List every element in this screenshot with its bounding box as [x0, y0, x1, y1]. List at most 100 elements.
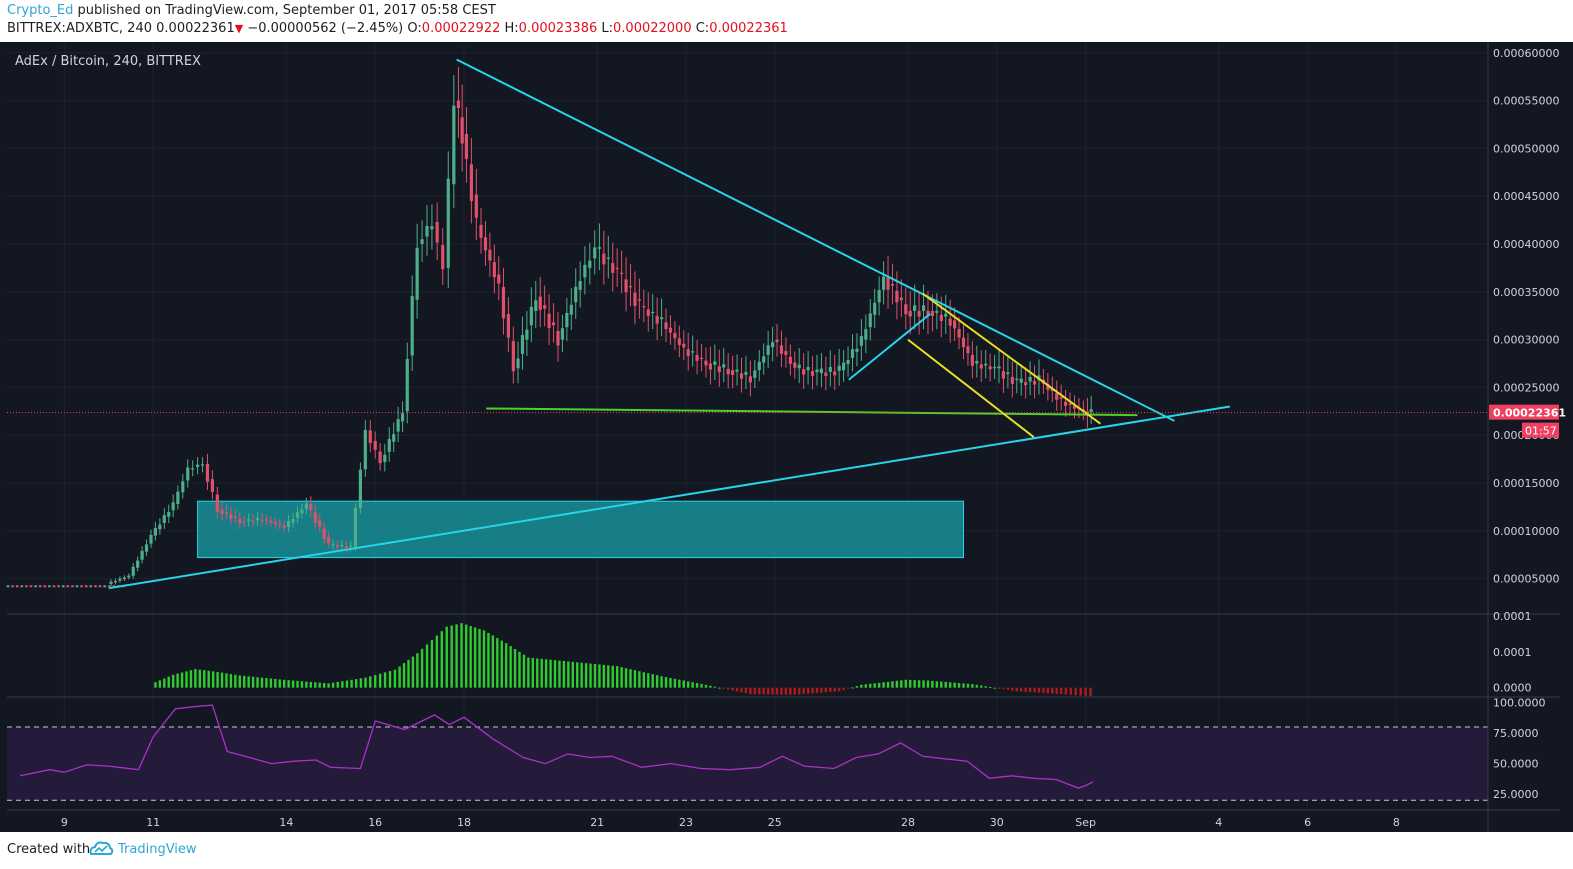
histogram-bar [638, 671, 641, 688]
candle [1024, 382, 1028, 386]
histogram-bar [855, 686, 859, 688]
candle [43, 585, 47, 588]
candle [520, 335, 525, 354]
chart-canvas[interactable]: 0.00060000 0.00055000 0.00050000 0.00045000… [0, 42, 1573, 832]
histogram-bar [829, 687, 832, 692]
histogram-bar [771, 687, 774, 695]
histogram-bar [1055, 687, 1058, 694]
histogram-bar [220, 672, 224, 688]
close-label: C: [695, 21, 710, 36]
price-tick-label: 0.00045000 [1493, 190, 1559, 203]
candle [167, 511, 171, 517]
histogram-bar [802, 687, 805, 695]
candle [278, 523, 282, 526]
histogram-bar [465, 624, 468, 688]
candle [1015, 378, 1019, 380]
histogram-bar [935, 681, 939, 688]
histogram-bar [383, 672, 387, 688]
histogram-bar [1064, 687, 1068, 695]
histogram-bar [265, 678, 268, 688]
histogram-bar [833, 687, 836, 692]
histogram-bar [194, 669, 197, 688]
histogram-bar [695, 683, 699, 688]
histogram-bar [895, 680, 899, 688]
candle [66, 585, 70, 588]
candle [127, 575, 131, 578]
histogram-bar [282, 679, 286, 688]
candle [757, 361, 761, 371]
histogram-bar [922, 680, 925, 688]
candle [988, 366, 992, 370]
histogram-bar [531, 658, 535, 688]
histogram-bar [369, 676, 372, 688]
rsi-tick-label: 50.0000 [1493, 758, 1539, 771]
candle [94, 585, 97, 588]
histogram-bar [359, 678, 363, 688]
candle [6, 585, 10, 588]
histogram-bar [869, 683, 872, 688]
rsi-tick-label: 25.0000 [1493, 788, 1539, 801]
candle [1046, 384, 1050, 390]
candle [233, 516, 237, 518]
candle [691, 351, 695, 353]
candle [1068, 403, 1072, 405]
histogram-bar [567, 661, 570, 688]
histogram-bar [296, 680, 299, 688]
candle [633, 292, 637, 306]
histogram-bar [860, 684, 863, 688]
candle [387, 438, 391, 452]
candle [446, 178, 450, 268]
candle [850, 349, 855, 358]
candle [313, 512, 317, 523]
candle [1010, 376, 1014, 384]
histogram-bar [504, 643, 508, 688]
histogram-bar [784, 687, 788, 695]
trendline [486, 407, 1138, 417]
rsi-tick-label: 100.0000 [1493, 697, 1546, 710]
histogram-bar [1015, 687, 1018, 692]
candle [735, 369, 739, 372]
candle [953, 320, 957, 329]
candle [215, 494, 219, 513]
candle [1059, 397, 1063, 399]
histogram-bar [455, 624, 458, 688]
histogram-bar [940, 681, 943, 688]
price-tick-label: 0.00005000 [1493, 573, 1559, 586]
candle [593, 247, 597, 259]
histogram-bar [327, 683, 330, 688]
candle [637, 299, 641, 301]
countdown-label: 01:57 [1525, 425, 1557, 438]
histogram-bar [473, 627, 477, 688]
candle [340, 545, 344, 547]
candle [864, 329, 868, 340]
candle [597, 247, 602, 249]
histogram-bar [762, 687, 765, 695]
histogram-bar [1059, 687, 1063, 695]
tradingview-link[interactable]: TradingView [118, 842, 197, 857]
candle [52, 585, 56, 588]
candle [171, 502, 175, 511]
candle [200, 464, 205, 466]
candle [815, 369, 819, 373]
open-label: O: [407, 21, 422, 36]
close-value: 0.00022361 [709, 21, 788, 36]
candle [784, 351, 788, 355]
author-link[interactable]: Crypto_Ed [7, 3, 74, 18]
histogram-bar [416, 653, 419, 688]
candle [25, 585, 28, 588]
histogram-bar [966, 683, 970, 688]
histogram-bar [598, 664, 601, 688]
candle [957, 329, 961, 338]
candle [624, 279, 628, 293]
histogram-bar [948, 682, 952, 688]
candle [469, 164, 473, 201]
histogram-bar [176, 673, 179, 688]
candle [373, 440, 377, 450]
candle [349, 545, 353, 547]
candle [1055, 392, 1059, 400]
candle [353, 508, 358, 548]
candle [819, 368, 824, 374]
candle [396, 419, 400, 432]
support-zone-rect [197, 500, 965, 559]
footer: Created with TradingView [0, 832, 1573, 869]
